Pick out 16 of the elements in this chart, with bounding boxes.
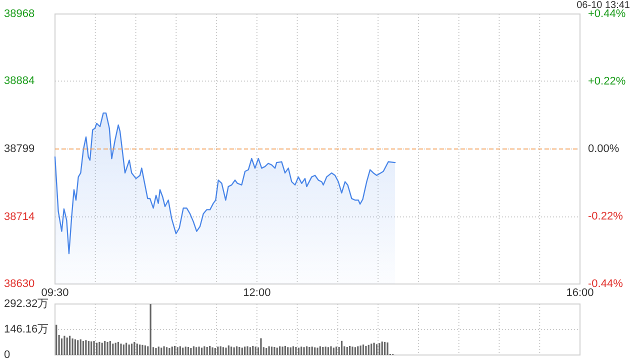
x-tick-label: 16:00 bbox=[566, 287, 594, 299]
y-tick-label: 38799 bbox=[4, 143, 35, 155]
y-tick-label: 292.32万 bbox=[4, 298, 49, 310]
y-tick-label: 38884 bbox=[4, 75, 35, 88]
y-tick-label: 38714 bbox=[4, 210, 35, 223]
y-tick-label: 0 bbox=[4, 349, 10, 360]
y-tick-label: 38630 bbox=[4, 278, 35, 290]
y2-tick-label: -0.22% bbox=[588, 210, 624, 222]
y2-tick-label: +0.44% bbox=[588, 8, 626, 20]
x-tick-label: 09:30 bbox=[41, 287, 69, 299]
y-tick-label: 38968 bbox=[4, 8, 35, 20]
y2-tick-label: +0.22% bbox=[588, 76, 626, 88]
y2-tick-label: 0.00% bbox=[588, 143, 620, 155]
x-tick-label: 12:00 bbox=[243, 287, 271, 299]
y-tick-label: 146.16万 bbox=[4, 324, 49, 336]
y2-tick-label: -0.44% bbox=[588, 278, 624, 290]
